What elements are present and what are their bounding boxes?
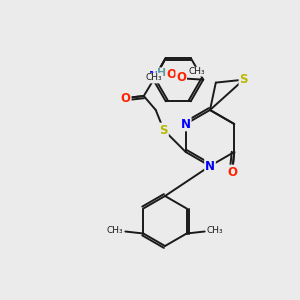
Text: O: O <box>166 68 176 81</box>
Text: O: O <box>121 92 131 104</box>
Text: CH₃: CH₃ <box>107 226 123 235</box>
Text: S: S <box>239 73 248 86</box>
Text: N: N <box>205 160 215 172</box>
Text: N: N <box>181 118 191 130</box>
Text: CH₃: CH₃ <box>188 67 205 76</box>
Text: N: N <box>149 70 159 83</box>
Text: CH₃: CH₃ <box>146 73 162 82</box>
Text: O: O <box>176 71 186 84</box>
Text: O: O <box>227 166 237 178</box>
Text: S: S <box>160 124 168 136</box>
Text: H: H <box>157 68 167 78</box>
Text: CH₃: CH₃ <box>207 226 223 235</box>
